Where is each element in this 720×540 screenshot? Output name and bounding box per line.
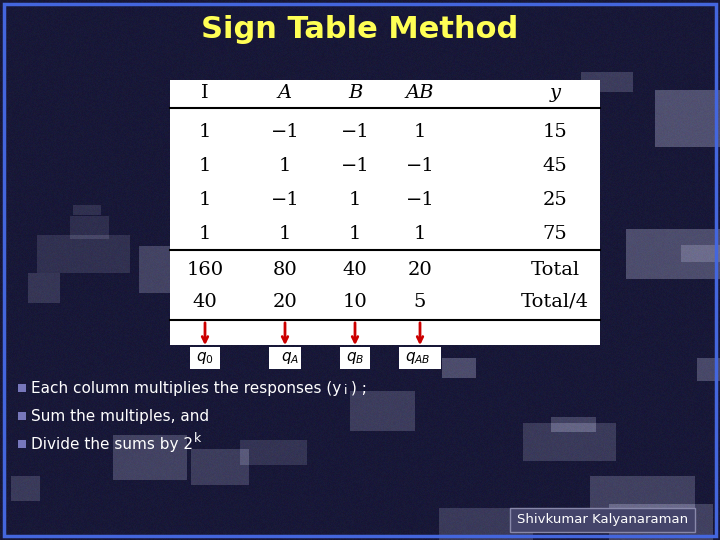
Text: 1: 1 — [199, 191, 211, 209]
Text: 1: 1 — [279, 157, 291, 175]
Bar — [399, 347, 441, 369]
Text: 45: 45 — [543, 157, 567, 175]
Text: 1: 1 — [199, 225, 211, 243]
Text: −1: −1 — [271, 191, 300, 209]
Text: Each column multiplies the responses (y: Each column multiplies the responses (y — [31, 381, 341, 395]
Text: 1: 1 — [199, 123, 211, 141]
Text: 80: 80 — [273, 261, 297, 279]
Bar — [18, 384, 26, 392]
Bar — [510, 508, 695, 532]
Bar — [18, 412, 26, 420]
Text: A: A — [278, 84, 292, 102]
Text: 15: 15 — [543, 123, 567, 141]
Text: I: I — [201, 84, 209, 102]
Text: $q_{AB}$: $q_{AB}$ — [405, 350, 431, 366]
Text: 1: 1 — [414, 123, 426, 141]
Text: −1: −1 — [405, 157, 434, 175]
Text: Divide the sums by 2: Divide the sums by 2 — [31, 436, 193, 451]
Text: −1: −1 — [341, 123, 369, 141]
Text: $q_B$: $q_B$ — [346, 350, 364, 366]
Text: 40: 40 — [343, 261, 367, 279]
Text: 40: 40 — [193, 293, 217, 311]
Text: −1: −1 — [341, 157, 369, 175]
Text: 1: 1 — [348, 225, 361, 243]
Text: 20: 20 — [408, 261, 433, 279]
Text: ) ;: ) ; — [351, 381, 367, 395]
Text: 1: 1 — [279, 225, 291, 243]
Text: Total/4: Total/4 — [521, 293, 589, 311]
Text: k: k — [194, 433, 202, 446]
Text: −1: −1 — [405, 191, 434, 209]
Text: Total: Total — [531, 261, 580, 279]
Text: 160: 160 — [186, 261, 224, 279]
Text: 1: 1 — [414, 225, 426, 243]
Text: B: B — [348, 84, 362, 102]
Text: AB: AB — [406, 84, 434, 102]
Text: 10: 10 — [343, 293, 367, 311]
Bar — [190, 347, 220, 369]
Bar — [170, 80, 600, 345]
Text: 25: 25 — [543, 191, 567, 209]
Text: i: i — [344, 384, 348, 397]
Text: Sign Table Method: Sign Table Method — [202, 16, 518, 44]
Text: 5: 5 — [414, 293, 426, 311]
Text: y: y — [549, 84, 560, 102]
Text: $q_0$: $q_0$ — [196, 350, 214, 366]
Bar — [269, 347, 301, 369]
Text: 20: 20 — [273, 293, 297, 311]
Text: $q_A$: $q_A$ — [281, 350, 299, 366]
Bar — [340, 347, 370, 369]
Text: −1: −1 — [271, 123, 300, 141]
Text: Shivkumar Kalyanaraman: Shivkumar Kalyanaraman — [517, 514, 688, 526]
Bar — [18, 440, 26, 448]
Text: 1: 1 — [199, 157, 211, 175]
Text: 75: 75 — [543, 225, 567, 243]
Text: Sum the multiples, and: Sum the multiples, and — [31, 408, 209, 423]
Text: 1: 1 — [348, 191, 361, 209]
